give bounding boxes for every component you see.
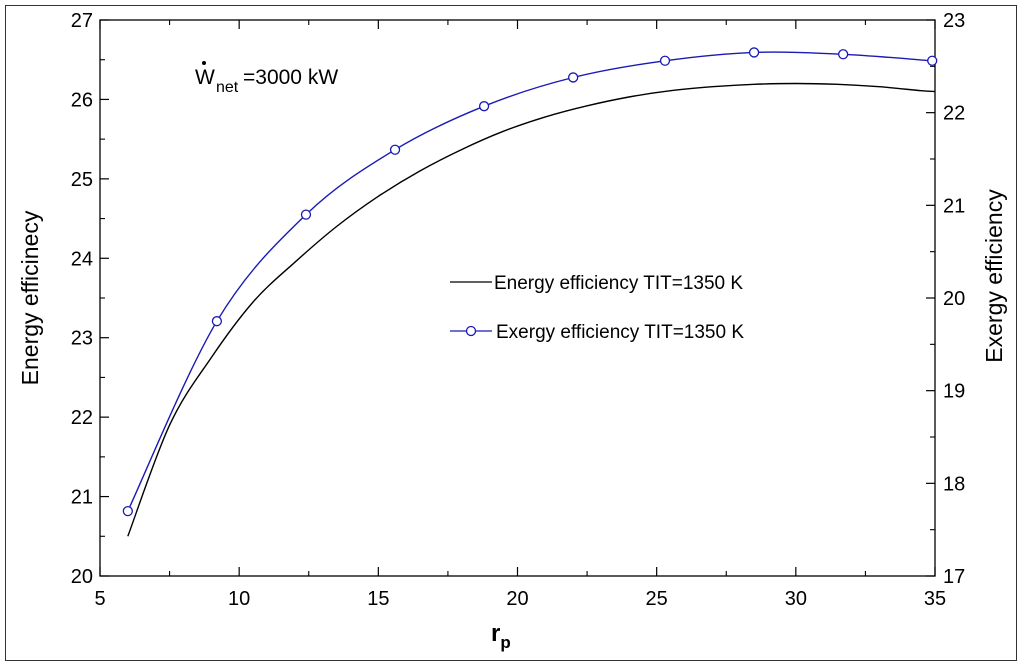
exergy-efficiency-point: [211, 316, 223, 327]
x-axis-title-main: r: [491, 620, 500, 647]
y-right-tick-label: 21: [943, 195, 965, 217]
y-right-tick-label: 19: [943, 381, 965, 403]
x-tick-label: 15: [367, 588, 389, 610]
exergy-efficiency-point: [122, 505, 133, 517]
y-left-tick-label: 25: [71, 169, 93, 191]
plot-area: [99, 19, 936, 577]
y-left-tick-label: 24: [71, 248, 93, 270]
y-left-tick-label: 23: [71, 328, 93, 350]
exergy-efficiency-point: [659, 55, 671, 66]
exergy-efficiency-point: [478, 101, 490, 112]
x-tick-label: 10: [228, 588, 250, 610]
energy-efficiency-line: [127, 82, 936, 537]
x-axis-title: rp: [491, 620, 511, 652]
y-right-tick-label: 23: [943, 10, 965, 32]
x-tick-label: 25: [646, 588, 668, 610]
net-power-annotation: W net =3000 kW: [195, 61, 338, 96]
legend-energy-label: Energy efficiency TIT=1350 K: [494, 273, 743, 294]
legend-exergy-label: Exergy efficiency TIT=1350 K: [496, 322, 744, 343]
exergy-efficiency-point: [927, 55, 938, 66]
y-right-tick-label: 17: [943, 566, 965, 588]
y-right-tick-label: 18: [943, 473, 965, 495]
y-left-tick-label: 20: [71, 566, 93, 588]
x-axis-title-subscript: p: [500, 633, 510, 652]
annotation-subscript: net: [216, 79, 239, 96]
exergy-efficiency-point: [838, 49, 849, 60]
x-tick-label: 35: [924, 588, 946, 610]
y-right-tick-label: 20: [943, 288, 965, 310]
exergy-efficiency-point: [748, 47, 760, 58]
x-tick-label: 30: [785, 588, 807, 610]
y-axis-right-title: Exergy efficiency: [981, 189, 1007, 363]
exergy-efficiency-point: [389, 144, 401, 155]
y-axis-left-title: Energy efficinecy: [17, 210, 43, 385]
exergy-efficiency-point: [568, 72, 579, 83]
y-right-tick-label: 22: [943, 103, 965, 125]
y-left-tick-label: 26: [71, 89, 93, 111]
annotation-value: =3000 kW: [243, 66, 338, 89]
y-left-tick-label: 22: [71, 407, 93, 429]
annotation-dot: [202, 61, 206, 65]
x-tick-label: 20: [506, 588, 528, 610]
legend: Energy efficiency TIT=1350 K Exergy effi…: [450, 273, 744, 343]
x-tick-label: 5: [94, 588, 105, 610]
exergy-efficiency-line: [127, 51, 933, 512]
y-left-tick-label: 21: [71, 487, 93, 509]
y-left-tick-label: 27: [71, 10, 93, 32]
exergy-efficiency-point: [300, 209, 312, 220]
legend-exergy-marker: [465, 325, 477, 337]
figure-frame: [5, 5, 1017, 661]
annotation-symbol: W: [195, 66, 215, 89]
